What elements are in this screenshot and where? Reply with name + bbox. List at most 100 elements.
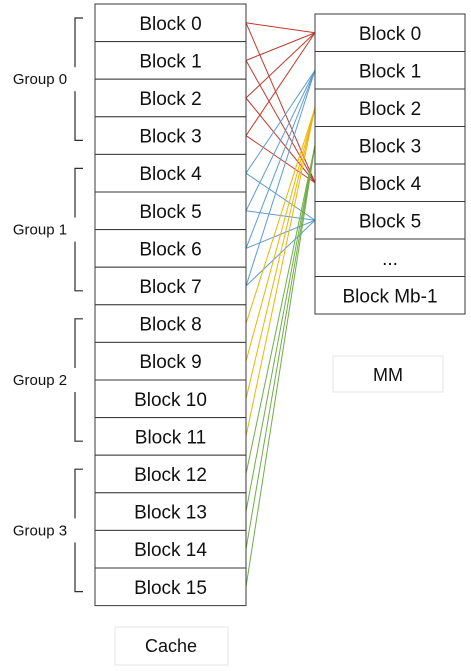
group-bracket-line	[74, 468, 83, 593]
mm-block-label: Block Mb-1	[342, 286, 437, 307]
cache-block-cell	[94, 567, 247, 607]
mm-block-cell	[314, 126, 466, 165]
mapping-line	[245, 22, 316, 34]
cache-block: Block 9	[94, 341, 247, 381]
cache-block-cell	[94, 379, 247, 419]
cache-block: Block 1	[94, 41, 247, 80]
mm-block-label: ...	[382, 249, 398, 270]
cache-caption: Cache	[114, 626, 229, 666]
mm-block: Block 3	[314, 126, 466, 165]
group-bracket-line	[74, 318, 83, 442]
mm-block-cell	[314, 163, 466, 202]
group-label-bg	[4, 67, 76, 92]
cache-block-label: Block 13	[134, 503, 207, 524]
mm-block: ...	[314, 238, 466, 277]
mm-block-cell	[314, 13, 466, 52]
cache-block-label: Block 10	[134, 390, 207, 411]
cache-column: Block 0 Block 1 Block 2 Block 3 Block 4 Block…	[94, 3, 247, 607]
group-label: Group 2	[13, 372, 67, 389]
mm-block: Block 0	[314, 13, 466, 52]
mapping-line	[245, 32, 316, 61]
cache-block-label: Block 6	[139, 239, 201, 260]
cache-block-cell	[94, 454, 247, 494]
group-bracket: Group 0	[4, 17, 83, 141]
mapping-line	[245, 107, 316, 437]
mm-block: Block 1	[314, 51, 466, 90]
mapping-line	[245, 145, 316, 587]
mapping-line	[245, 107, 316, 399]
cache-block-label: Block 9	[139, 352, 201, 373]
cache-block: Block 4	[94, 153, 247, 193]
group-label: Group 0	[13, 71, 67, 88]
mapping-line	[245, 70, 316, 249]
mapping-line	[245, 145, 316, 512]
cache-block-cell	[94, 492, 247, 531]
mapping-line	[245, 145, 316, 475]
mm-block-label: Block 0	[359, 24, 421, 45]
mapping-line	[245, 70, 316, 212]
cache-block: Block 15	[94, 567, 247, 607]
mapping-line	[245, 32, 316, 99]
group-bracket-line	[74, 17, 83, 141]
cache-block-label: Block 0	[139, 14, 201, 35]
mapping-line	[245, 70, 316, 287]
mm-block-label: Block 5	[359, 211, 421, 232]
mm-caption: MM	[332, 355, 444, 393]
group-label-bg	[4, 217, 76, 242]
mapping-line	[245, 145, 316, 550]
cache-block: Block 0	[94, 3, 247, 43]
cache-block-label: Block 4	[139, 164, 202, 185]
cache-block: Block 12	[94, 454, 247, 494]
mm-block-label: Block 2	[359, 99, 421, 120]
cache-block: Block 13	[94, 492, 247, 531]
cache-block: Block 11	[94, 417, 247, 456]
mapping-line	[245, 107, 316, 362]
cache-block: Block 14	[94, 529, 247, 569]
cache-block-label: Block 1	[139, 51, 201, 72]
mm-caption-text: MM	[373, 365, 403, 385]
cache-block-label: Block 5	[139, 202, 201, 223]
cache-block-label: Block 11	[135, 427, 206, 448]
cache-block: Block 5	[94, 191, 247, 231]
cache-block-cell	[94, 304, 247, 343]
group-bracket: Group 1	[4, 167, 83, 292]
cache-block-cell	[94, 229, 247, 268]
main-memory-column: Block 0 Block 1 Block 2 Block 3 Block 4 Block…	[314, 13, 466, 315]
mm-block-cell	[314, 88, 466, 127]
mm-block-label: Block 3	[359, 136, 421, 157]
cache-block-cell	[94, 417, 247, 456]
group-bracket: Group 3	[4, 468, 83, 593]
group-brackets: Group 0 Group 1 Group 2 Group 3	[4, 17, 83, 593]
cache-block: Block 6	[94, 229, 247, 268]
cache-block: Block 3	[94, 116, 247, 155]
cache-block: Block 2	[94, 78, 247, 118]
mm-block-cell	[314, 51, 466, 90]
group-label: Group 1	[13, 222, 67, 239]
mm-block-label: Block 4	[359, 174, 422, 195]
mm-block: Block 4	[314, 163, 466, 202]
cache-block: Block 8	[94, 304, 247, 343]
group-bracket: Group 2	[4, 318, 83, 442]
cache-block-cell	[94, 341, 247, 381]
cache-block: Block 10	[94, 379, 247, 419]
mapping-line	[245, 32, 316, 136]
mm-block-cell	[314, 276, 466, 315]
mm-block: Block 2	[314, 88, 466, 127]
cache-block-label: Block 7	[139, 277, 201, 298]
cache-block-label: Block 2	[139, 89, 201, 110]
cache-block-label: Block 12	[134, 465, 207, 486]
group-label-bg	[4, 368, 76, 392]
cache-block-cell	[94, 529, 247, 569]
cache-block-label: Block 3	[139, 127, 201, 148]
mm-block-label: Block 1	[359, 61, 421, 82]
mm-block-cell	[314, 238, 466, 277]
group-label-bg	[4, 518, 76, 543]
cache-block-cell	[94, 116, 247, 155]
cache-block: Block 7	[94, 266, 247, 306]
cache-block-cell	[94, 153, 247, 193]
cache-block-label: Block 8	[139, 315, 201, 336]
mm-block-cell	[314, 201, 466, 240]
group-bracket-line	[74, 167, 83, 292]
group-label: Group 3	[13, 522, 67, 539]
